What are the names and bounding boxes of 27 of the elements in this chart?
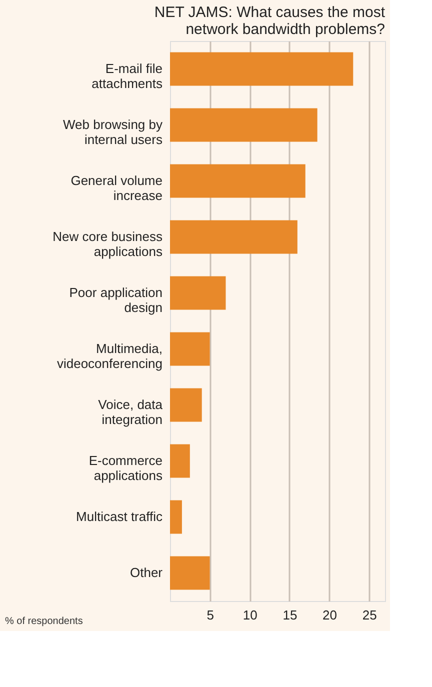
y-tick-label: General volume increase (70, 173, 162, 203)
y-tick-label: Web browsing by internal users (63, 117, 163, 147)
text: % of respondents (5, 616, 83, 627)
bar (170, 276, 226, 310)
y-tick-label: New core business applications (52, 229, 163, 259)
x-tick-label: 10 (242, 608, 258, 622)
y-tick-label: Other (130, 565, 164, 580)
x-tick-label: 25 (362, 608, 377, 622)
bar (170, 388, 202, 422)
bar (170, 556, 210, 590)
x-tick-label: 5 (206, 608, 214, 622)
y-tick-label: Voice, data integration (98, 397, 164, 427)
bar (170, 108, 318, 142)
y-tick-label: E-mail file attachments (92, 61, 163, 91)
bar (170, 164, 306, 198)
bar (170, 220, 298, 254)
x-tick-label: 20 (322, 608, 337, 622)
y-tick-label: E-commerce applications (88, 453, 163, 483)
x-tick-label: 15 (282, 608, 298, 622)
bar (170, 332, 210, 366)
chart-title: NET JAMS: What causes the most network bandwidth problems? (154, 4, 386, 38)
bar (170, 52, 354, 86)
bar (170, 444, 190, 478)
y-tick-label: Poor application design (69, 285, 162, 315)
bar (170, 500, 182, 534)
y-tick-label: Multimedia, videoconferencing (56, 341, 162, 371)
y-tick-label: Multicast traffic (76, 509, 163, 524)
